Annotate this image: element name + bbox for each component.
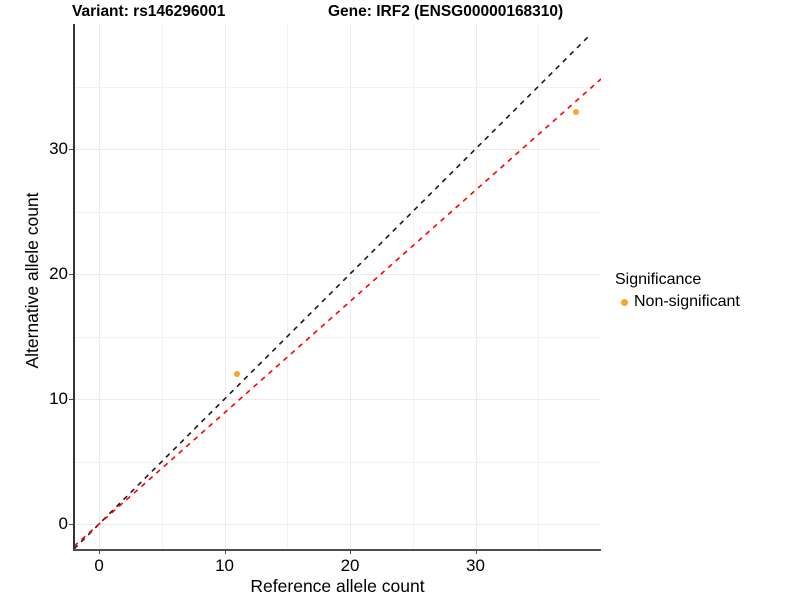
legend-items: Non-significant [615, 292, 740, 312]
x-axis-label: Reference allele count [250, 576, 425, 596]
identity-line [74, 35, 590, 549]
reference-lines [74, 35, 601, 549]
x-axis-line [73, 549, 601, 551]
x-tick-mark [224, 550, 226, 554]
y-tick-mark [69, 524, 73, 525]
x-tick-label: 20 [340, 556, 360, 575]
legend-item[interactable]: Non-significant [615, 292, 740, 312]
gridline-h-major [74, 524, 601, 525]
gridline-v-minor [162, 24, 163, 549]
variant-title: Variant: rs146296001 [72, 3, 226, 20]
gridline-v-major [225, 24, 226, 549]
y-tick-label: 20 [49, 264, 68, 283]
y-axis-line [73, 24, 75, 549]
legend-dot-icon [615, 293, 633, 311]
legend-color-swatch [620, 298, 628, 306]
gridline-h-major [74, 274, 601, 275]
legend-title: Significance [615, 271, 702, 288]
y-tick-mark [69, 274, 73, 275]
y-tick-mark [69, 149, 73, 150]
data-point[interactable] [572, 108, 579, 115]
plot-panel [74, 24, 601, 549]
gridline-h-minor [74, 212, 601, 213]
legend: Significance Non-significant [615, 270, 740, 312]
gridline-h-minor [74, 87, 601, 88]
x-tick-mark [475, 550, 477, 554]
y-tick-label: 0 [58, 514, 68, 533]
fit-line [74, 78, 601, 547]
gridline-v-major [99, 24, 100, 549]
x-tick-label: 30 [466, 556, 485, 575]
gridline-v-minor [413, 24, 414, 549]
y-tick-label: 30 [49, 139, 68, 158]
gridline-h-minor [74, 337, 601, 338]
gridline-h-major [74, 399, 601, 400]
y-tick-label: 10 [49, 389, 68, 408]
x-tick-mark [350, 550, 352, 554]
gridline-v-major [476, 24, 477, 549]
gridline-v-minor [287, 24, 288, 549]
gridline-h-minor [74, 462, 601, 463]
gene-title: Gene: IRF2 (ENSG00000168310) [328, 3, 564, 20]
x-tick-label: 0 [94, 556, 104, 575]
x-tick-mark [99, 550, 101, 554]
data-point[interactable] [234, 371, 241, 377]
legend-item-label: Non-significant [634, 293, 740, 310]
gridline-v-major [350, 24, 351, 549]
gridline-v-minor [538, 24, 539, 549]
gridline-h-major [74, 149, 601, 150]
y-tick-mark [69, 399, 73, 400]
y-axis-label: Alternative allele count [22, 192, 42, 369]
x-tick-label: 10 [215, 556, 235, 575]
